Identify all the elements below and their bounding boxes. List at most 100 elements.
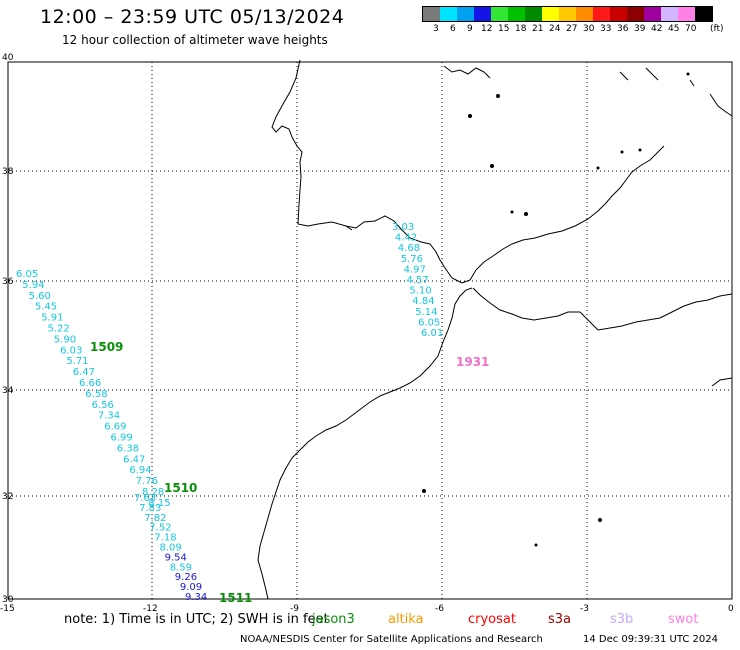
legend-label: 36 [617, 24, 629, 34]
legend-swatch [440, 7, 457, 21]
swh-value: 5.22 [48, 324, 70, 335]
map-subtitle: 12 hour collection of altimeter wave hei… [62, 33, 328, 47]
legend-swatch [457, 7, 474, 21]
lat-label: 32 [2, 492, 13, 502]
legend-swatch [559, 7, 576, 21]
legend-swatch [644, 7, 661, 21]
legend-swatch [678, 7, 695, 21]
legend-label: 33 [600, 24, 612, 34]
swh-value: 7.82 [144, 513, 166, 524]
coastlines [257, 59, 733, 600]
swh-value: 9.54 [165, 552, 187, 563]
swh-value: 8.59 [170, 562, 192, 573]
legend-label: 27 [566, 24, 578, 34]
swh-value: 6.05 [418, 317, 440, 328]
swh-value: 7.76 [136, 476, 158, 487]
legend-label: 24 [549, 24, 561, 34]
legend-swatch [542, 7, 559, 21]
pass-1509-swh-values: 6.055.945.605.455.915.225.906.035.716.47… [16, 269, 171, 509]
lon-label: -6 [435, 604, 444, 614]
swh-value: 6.38 [117, 443, 139, 454]
legend-unit: (ft) [710, 24, 724, 34]
swh-value: 6.58 [85, 389, 107, 400]
legend-swatch [593, 7, 610, 21]
pass-1509-label: 1509 [90, 340, 123, 354]
legend-label: 39 [634, 24, 646, 34]
map-frame [7, 61, 733, 600]
lat-label: 36 [2, 277, 14, 287]
lon-label: -9 [290, 604, 299, 614]
pass-1931-label: 1931 [456, 355, 489, 369]
swh-value: 6.01 [421, 328, 443, 339]
swh-value: 9.34 [185, 592, 207, 603]
pass-1511-label: 1511 [219, 591, 252, 605]
legend-label: 12 [481, 24, 493, 34]
satellite-swot: swot [668, 612, 699, 627]
legend-swatch [576, 7, 593, 21]
lon-label: 0 [728, 604, 734, 614]
lat-label: 38 [2, 167, 14, 177]
legend-color-bar [422, 6, 713, 22]
swh-value: 5.14 [415, 307, 437, 318]
legend-swatch [491, 7, 508, 21]
legend-swatch [610, 7, 627, 21]
legend-swatch [525, 7, 542, 21]
legend-label: 21 [532, 24, 544, 34]
swh-value: 7.34 [98, 411, 120, 422]
satellite-jason3: jason3 [312, 612, 355, 627]
lat-label: 30 [2, 595, 14, 605]
legend-swatch [627, 7, 644, 21]
legend-swatch [695, 7, 712, 21]
islands [422, 72, 690, 547]
swh-value: 5.94 [22, 280, 44, 291]
swh-value: 4.84 [412, 296, 434, 307]
swh-value: 6.69 [104, 422, 126, 433]
swh-value: 5.60 [29, 291, 51, 302]
footer-timestamp: 14 Dec 09:39:31 UTC 2024 [583, 634, 718, 645]
swh-value: 5.90 [54, 334, 76, 345]
legend-labels: (ft) 3 6 9 12 15 18 21 24 27 30 33 36 39 42 45 70 [422, 22, 724, 36]
legend-label: 70 [685, 24, 697, 34]
swh-value: 7.18 [154, 533, 176, 544]
units-note: note: 1) Time is in UTC; 2) SWH is in fe… [64, 612, 329, 627]
swh-value: 8.28 [142, 487, 164, 498]
lat-label: 40 [2, 53, 14, 63]
legend-swatch [661, 7, 678, 21]
swh-value: 8.09 [160, 543, 182, 554]
swh-value: 6.56 [92, 400, 114, 411]
satellite-cryosat: cryosat [468, 612, 516, 627]
swh-value: 9.09 [180, 582, 202, 593]
swh-value: 6.47 [73, 367, 95, 378]
swh-value: 6.94 [129, 465, 151, 476]
swh-value: 4.42 [395, 233, 417, 244]
pass-1931-swh-values: 3.034.424.685.764.974.575.104.845.146.05… [392, 222, 443, 339]
swh-value: 6.99 [111, 433, 133, 444]
legend-swatch [508, 7, 525, 21]
grid-lines [8, 62, 732, 599]
legend-swatch [423, 7, 440, 21]
swh-value: 5.45 [35, 302, 57, 313]
footer-credit: NOAA/NESDIS Center for Satellite Applica… [240, 634, 543, 645]
swh-value: 5.76 [401, 254, 423, 265]
legend-label: 18 [515, 24, 527, 34]
legend-label: 15 [498, 24, 510, 34]
map-title: 12:00 – 23:59 UTC 05/13/2024 [40, 6, 345, 28]
satellite-s3a: s3a [548, 612, 572, 627]
legend-label: 30 [583, 24, 595, 34]
swh-value: 6.03 [60, 345, 82, 356]
swh-value: 4.68 [398, 243, 420, 254]
swh-value: 7.52 [149, 523, 171, 534]
swh-value: 4.97 [404, 264, 426, 275]
lat-label: 34 [2, 386, 14, 396]
lat-axis-labels: 40 38 36 34 32 30 [2, 53, 14, 605]
legend-label: 3 [433, 24, 439, 34]
wave-height-legend: (ft) 3 6 9 12 15 18 21 24 27 30 33 36 39 42 45 70 [422, 6, 724, 36]
lon-label: -3 [580, 604, 589, 614]
legend-label: 45 [668, 24, 680, 34]
legend-swatch [474, 7, 491, 21]
legend-label: 6 [450, 24, 456, 34]
swh-value: 7.83 [139, 503, 161, 514]
swh-value: 6.05 [16, 269, 38, 280]
swh-value: 6.66 [79, 378, 101, 389]
